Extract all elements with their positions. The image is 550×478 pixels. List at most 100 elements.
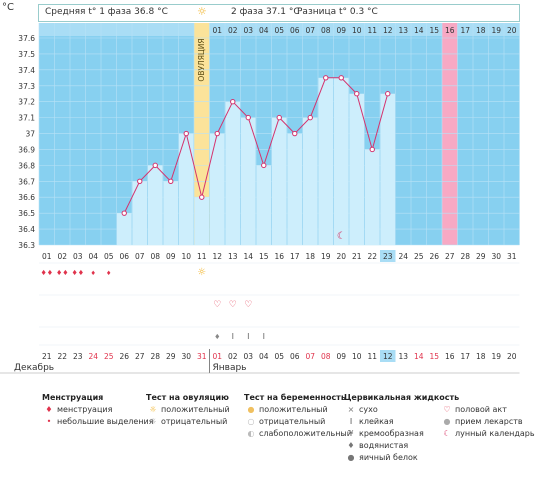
small-drop-icon: •: [46, 417, 52, 426]
temperature-point: [307, 114, 313, 121]
cycle-day-label: 13: [228, 252, 238, 261]
date-label: 07: [305, 352, 315, 361]
y-tick-label: 37.6: [18, 34, 35, 43]
date-label: 30: [181, 352, 191, 361]
highlight-day-column: [442, 23, 458, 245]
heart-icon: ♡: [244, 300, 252, 310]
sticky-icon: I: [232, 332, 234, 341]
legend-ovulation-test-title: Тест на овуляцию: [146, 393, 229, 402]
top-day-label: 16: [445, 26, 455, 35]
date-label: 11: [367, 352, 377, 361]
top-day-label: 11: [367, 26, 377, 35]
legend-ovulation-negative: ☼ отрицательный: [149, 417, 228, 426]
y-tick-label: 36.9: [18, 145, 35, 154]
cycle-day-label: 08: [150, 252, 160, 261]
date-label: 09: [336, 352, 346, 361]
sticky-icon: I: [263, 332, 265, 341]
temperature-difference: Разница t° 0.3 °C: [297, 7, 378, 17]
date-label: 02: [228, 352, 238, 361]
y-tick-label: 36.7: [18, 177, 35, 186]
temperature-point: [183, 130, 189, 137]
legend-intercourse: ♡ половой акт: [443, 405, 507, 414]
date-label: 12: [383, 352, 393, 361]
y-tick-label: 37.2: [18, 98, 35, 107]
date-label: 04: [259, 352, 269, 361]
cycle-day-label: 25: [414, 252, 424, 261]
top-day-label: 06: [290, 26, 300, 35]
temperature-bar: [117, 213, 132, 245]
temperature-point: [369, 146, 375, 153]
date-label: 18: [476, 352, 486, 361]
cycle-day-label: 26: [429, 252, 439, 261]
date-label: 28: [150, 352, 160, 361]
spotting-icon: ♦: [106, 270, 111, 277]
cycle-day-label: 20: [336, 252, 346, 261]
date-label: 17: [460, 352, 470, 361]
top-day-label: 09: [336, 26, 346, 35]
temperature-bar: [272, 117, 287, 245]
date-label: 15: [429, 352, 439, 361]
date-label: 08: [321, 352, 331, 361]
water-drop-icon: ♦: [214, 333, 220, 341]
ovulation-column: [194, 23, 210, 245]
stats-header: Средняя t° 1 фаза 36.8 °C ☼ 2 фаза 37.1 …: [38, 4, 520, 22]
top-day-label: 20: [507, 26, 517, 35]
temperature-point: [199, 194, 205, 200]
y-unit-label: °C: [2, 2, 14, 13]
date-label: 20: [507, 352, 517, 361]
cycle-day-label: 30: [491, 252, 501, 261]
legend-menstruation-title: Менструация: [42, 393, 104, 402]
temperature-bar: [132, 181, 147, 245]
cycle-day-label: 24: [398, 252, 408, 261]
temperature-bar: [241, 117, 256, 245]
temperature-bar: [163, 181, 178, 245]
temperature-bar: [194, 197, 209, 245]
temperature-bar: [365, 149, 380, 245]
date-label: 10: [352, 352, 362, 361]
legend-spotting: • небольшие выделения: [44, 417, 154, 426]
water-drop-icon: ♦: [347, 441, 355, 450]
cycle-day-label: 04: [88, 252, 98, 261]
sticky-icon: I: [247, 332, 249, 341]
y-tick-label: 36.5: [18, 209, 35, 218]
cycle-day-label: 19: [321, 252, 331, 261]
temperature-point: [323, 75, 329, 81]
y-tick-label: 36.8: [18, 161, 35, 170]
temperature-point: [292, 130, 298, 137]
top-day-label: 15: [429, 26, 439, 35]
legend-pregnancy-negative: ○ отрицательный: [247, 417, 326, 426]
cycle-day-label: 27: [445, 252, 455, 261]
top-day-band: [39, 23, 520, 36]
heart-icon: ♡: [229, 300, 237, 310]
temperature-point: [276, 114, 282, 121]
egg-icon: ●: [347, 453, 355, 462]
menstruation-icon: ♦♦: [71, 269, 84, 277]
date-label: 23: [73, 352, 83, 361]
phase2-average: 2 фаза 37.1 °C: [231, 7, 300, 17]
temperature-point: [261, 162, 267, 169]
date-label: 01: [212, 352, 222, 361]
filled-circle-icon: ●: [247, 405, 255, 414]
temperature-bar: [287, 133, 302, 245]
legend-menstruation: ♦ менструация: [45, 405, 113, 414]
legend-medication: ● прием лекарств: [443, 417, 523, 426]
sticky-icon: I: [349, 417, 353, 426]
date-label: 03: [243, 352, 253, 361]
sun-icon: ☼: [197, 5, 207, 18]
temperature-bar: [349, 93, 364, 245]
legend-cervical-watery: ♦ водянистая: [347, 441, 409, 450]
legend-pregnancy-weak: ◐ слабоположительный: [247, 429, 352, 438]
temperature-point: [152, 162, 158, 169]
cycle-day-label: 29: [476, 252, 486, 261]
temperature-point: [137, 178, 143, 185]
temperature-point: [121, 210, 127, 216]
cycle-day-label: 09: [166, 252, 176, 261]
moon-icon: ☾: [443, 429, 451, 438]
menstruation-icon: ♦♦: [56, 269, 69, 277]
drop-icon: ♦: [45, 405, 53, 414]
date-label: 14: [414, 352, 424, 361]
cycle-day-label: 07: [135, 252, 145, 261]
top-day-label: 10: [352, 26, 362, 35]
top-day-label: 13: [398, 26, 408, 35]
